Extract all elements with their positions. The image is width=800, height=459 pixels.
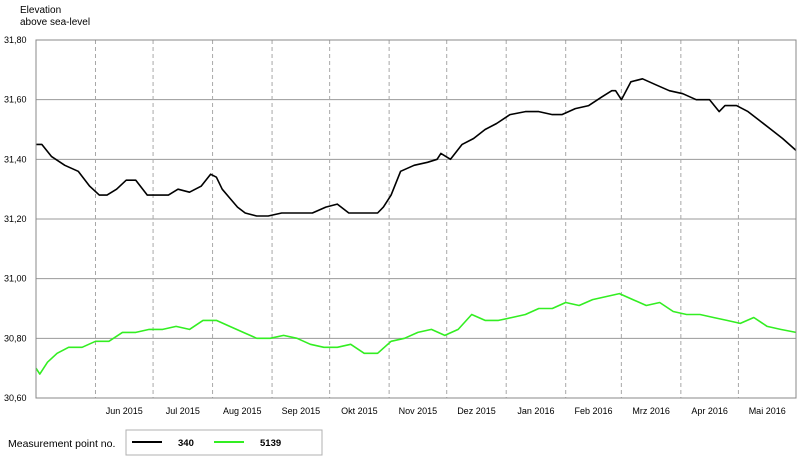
x-tick-labels: Jun 2015 Jul 2015 Aug 2015 Sep 2015 Okt 2015…: [106, 406, 786, 416]
series-lines: [35, 78, 797, 375]
x-tick-label: Jan 2016: [517, 406, 554, 416]
x-tick-label: Sep 2015: [282, 406, 321, 416]
x-tick-label: Apr 2016: [691, 406, 728, 416]
plot-frame: [35, 39, 797, 399]
y-tick-label: 30,80: [4, 333, 27, 343]
series-line-5139: [35, 292, 797, 375]
x-tick-label: Dez 2015: [457, 406, 496, 416]
x-tick-label: Jun 2015: [106, 406, 143, 416]
x-tick-label: Feb 2016: [575, 406, 613, 416]
x-tick-label: Mai 2016: [749, 406, 786, 416]
legend: Measurement point no. 340 5139: [8, 429, 323, 456]
legend-label-5139: 5139: [260, 438, 281, 449]
y-tick-label: 31,20: [4, 214, 27, 224]
y-tick-label: 31,40: [4, 154, 27, 164]
legend-label-340: 340: [178, 438, 194, 449]
grid: [36, 39, 796, 399]
x-tick-label: Nov 2015: [399, 406, 438, 416]
y-tick-label: 31,80: [4, 35, 27, 45]
x-tick-label: Mrz 2016: [632, 406, 670, 416]
x-tick-label: Okt 2015: [341, 406, 378, 416]
y-tick-label: 31,60: [4, 95, 27, 105]
x-tick-label: Jul 2015: [166, 406, 200, 416]
y-tick-label: 31,00: [4, 274, 27, 284]
y-tick-labels: 31,80 31,60 31,40 31,20 31,00 30,80 30,60: [4, 35, 27, 403]
y-tick-label: 30,60: [4, 393, 27, 403]
series-line-340: [36, 78, 797, 217]
x-tick-label: Aug 2015: [223, 406, 262, 416]
legend-title: Measurement point no.: [8, 438, 115, 450]
y-axis-label-line: above sea-level: [20, 17, 90, 28]
y-axis-label-line: Elevation: [20, 5, 61, 16]
